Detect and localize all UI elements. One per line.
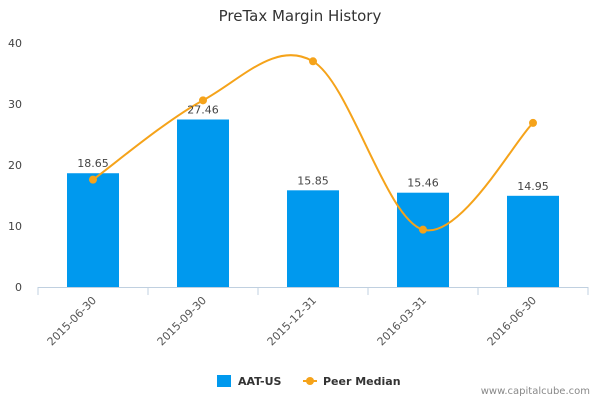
bar — [287, 190, 339, 287]
y-tick-label: 30 — [8, 98, 22, 111]
line-series — [89, 54, 537, 234]
y-tick-label: 40 — [8, 37, 22, 50]
x-axis: 2015-06-30 2015-09-30 2015-12-31 2016-03-31… — [37, 287, 589, 348]
legend-swatch-dot — [306, 377, 314, 385]
x-tick-label: 2015-06-30 — [45, 294, 99, 348]
legend: AAT-US Peer Median — [217, 375, 401, 388]
line-point — [309, 57, 317, 66]
y-axis: 0 10 20 30 40 — [8, 37, 22, 294]
data-labels: 18.65 27.46 15.85 15.46 14.95 — [77, 103, 549, 192]
data-label: 18.65 — [77, 157, 109, 170]
y-tick-label: 10 — [8, 220, 22, 233]
x-tick-label: 2016-03-31 — [375, 294, 429, 348]
legend-label: AAT-US — [238, 375, 282, 388]
bar — [507, 195, 559, 287]
y-tick-label: 0 — [15, 281, 22, 294]
bar — [397, 192, 449, 287]
bar — [177, 119, 229, 287]
legend-swatch-bar — [217, 375, 231, 387]
bar — [67, 173, 119, 287]
line-point — [529, 118, 537, 127]
peer-median-line — [92, 54, 534, 232]
line-point — [199, 96, 207, 105]
data-label: 15.46 — [407, 177, 439, 190]
data-label: 14.95 — [517, 180, 549, 193]
x-tick-label: 2015-09-30 — [155, 294, 209, 348]
bar-series — [67, 119, 559, 287]
data-label: 27.46 — [187, 103, 219, 116]
x-tick-label: 2016-06-30 — [485, 294, 539, 348]
line-point — [89, 175, 97, 184]
legend-label: Peer Median — [323, 375, 401, 388]
y-tick-label: 20 — [8, 159, 22, 172]
data-label: 15.85 — [297, 174, 329, 187]
chart-title: PreTax Margin History — [218, 7, 382, 25]
watermark: www.capitalcube.com — [480, 386, 590, 397]
line-point — [419, 225, 427, 234]
x-tick-label: 2015-12-31 — [265, 294, 319, 348]
